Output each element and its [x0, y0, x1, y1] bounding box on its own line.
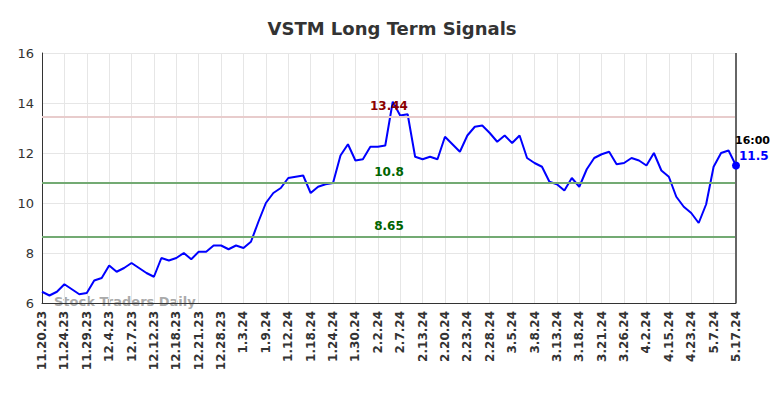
- svg-text:12.28.23: 12.28.23: [214, 311, 228, 370]
- svg-text:8.65: 8.65: [374, 219, 404, 233]
- svg-text:2.28.24: 2.28.24: [483, 311, 497, 362]
- svg-text:4.15.24: 4.15.24: [662, 311, 676, 362]
- svg-text:1.24.24: 1.24.24: [326, 311, 340, 362]
- svg-text:3.8.24: 3.8.24: [528, 311, 542, 354]
- svg-text:2.23.24: 2.23.24: [460, 311, 474, 362]
- svg-text:16:00: 16:00: [735, 134, 770, 147]
- svg-text:2.20.24: 2.20.24: [438, 311, 452, 362]
- svg-text:3.5.24: 3.5.24: [505, 311, 519, 354]
- svg-text:5.17.24: 5.17.24: [729, 311, 743, 362]
- svg-text:12.12.23: 12.12.23: [147, 311, 161, 370]
- svg-text:5.7.24: 5.7.24: [707, 311, 721, 354]
- svg-text:10.8: 10.8: [374, 165, 404, 179]
- svg-text:11.24.23: 11.24.23: [57, 311, 71, 370]
- svg-text:1.9.24: 1.9.24: [259, 311, 273, 354]
- svg-text:13.44: 13.44: [370, 99, 408, 113]
- svg-text:12: 12: [17, 146, 34, 161]
- svg-text:11.5: 11.5: [739, 149, 769, 163]
- svg-text:16: 16: [17, 46, 34, 61]
- svg-text:2.2.24: 2.2.24: [371, 311, 385, 354]
- svg-text:2.13.24: 2.13.24: [416, 311, 430, 362]
- svg-text:4.23.24: 4.23.24: [684, 311, 698, 362]
- svg-text:14: 14: [17, 96, 34, 111]
- svg-text:3.26.24: 3.26.24: [617, 311, 631, 362]
- svg-text:10: 10: [17, 196, 34, 211]
- svg-text:12.18.23: 12.18.23: [169, 311, 183, 370]
- svg-text:1.30.24: 1.30.24: [348, 311, 362, 362]
- svg-text:1.12.24: 1.12.24: [281, 311, 295, 362]
- svg-text:12.7.23: 12.7.23: [125, 311, 139, 362]
- svg-text:3.21.24: 3.21.24: [595, 311, 609, 362]
- svg-text:1.18.24: 1.18.24: [304, 311, 318, 362]
- svg-text:4.2.24: 4.2.24: [639, 311, 653, 354]
- svg-text:VSTM Long Term Signals: VSTM Long Term Signals: [267, 18, 516, 39]
- svg-text:3.18.24: 3.18.24: [572, 311, 586, 362]
- svg-text:6: 6: [26, 296, 34, 311]
- svg-text:12.21.23: 12.21.23: [192, 311, 206, 370]
- svg-text:12.4.23: 12.4.23: [102, 311, 116, 362]
- svg-text:2.7.24: 2.7.24: [393, 311, 407, 354]
- svg-text:11.29.23: 11.29.23: [80, 311, 94, 370]
- svg-text:8: 8: [26, 246, 34, 261]
- svg-text:11.20.23: 11.20.23: [35, 311, 49, 370]
- svg-text:Stock Traders Daily: Stock Traders Daily: [54, 294, 196, 309]
- svg-text:1.3.24: 1.3.24: [236, 311, 250, 354]
- svg-text:3.13.24: 3.13.24: [550, 311, 564, 362]
